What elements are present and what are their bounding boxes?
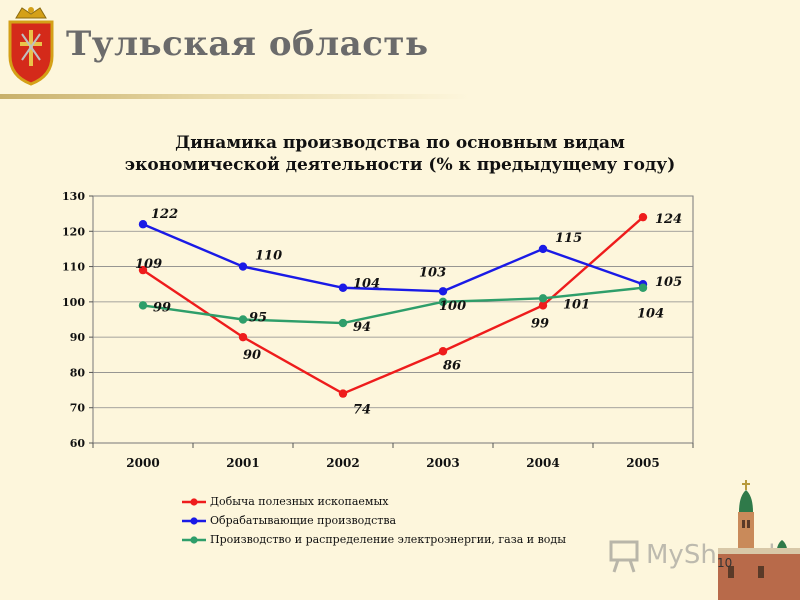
data-label: 104 xyxy=(637,307,664,322)
data-point xyxy=(238,262,248,271)
data-point xyxy=(638,212,648,222)
legend-swatch xyxy=(182,498,206,506)
x-tick-label: 2000 xyxy=(126,456,159,470)
y-tick-label: 120 xyxy=(62,225,85,238)
data-label: 99 xyxy=(531,316,549,331)
data-point xyxy=(338,318,348,328)
legend-label: Производство и распределение электроэнер… xyxy=(210,533,566,546)
data-label: 110 xyxy=(255,249,282,264)
data-point xyxy=(538,294,548,303)
data-point xyxy=(338,389,348,398)
data-label: 105 xyxy=(655,275,682,290)
data-label: 74 xyxy=(353,403,371,418)
data-label: 101 xyxy=(563,297,590,312)
data-label: 99 xyxy=(153,300,171,315)
y-tick-label: 60 xyxy=(70,437,86,450)
data-label: 94 xyxy=(353,320,371,335)
data-point xyxy=(238,315,248,324)
legend-label: Добыча полезных ископаемых xyxy=(210,495,389,508)
data-point xyxy=(238,332,248,342)
data-label: 103 xyxy=(419,265,446,280)
data-label: 122 xyxy=(151,207,178,222)
legend-swatch xyxy=(182,517,206,525)
legend-label: Обрабатывающие производства xyxy=(210,514,397,527)
series-line-2 xyxy=(142,223,644,293)
data-label: 90 xyxy=(243,348,261,363)
series-line-1 xyxy=(142,216,644,395)
tula-coat-of-arms-icon xyxy=(8,7,54,86)
x-tick-label: 2004 xyxy=(526,456,559,470)
data-point xyxy=(138,265,148,275)
y-tick-label: 80 xyxy=(70,366,86,379)
data-point xyxy=(438,347,448,356)
data-point xyxy=(538,301,548,310)
presentation-board-icon xyxy=(609,540,639,573)
header-divider xyxy=(0,94,470,99)
data-point xyxy=(138,301,148,310)
data-label: 109 xyxy=(135,257,162,272)
y-tick-label: 100 xyxy=(62,296,85,309)
data-point xyxy=(138,220,148,229)
data-label: 124 xyxy=(655,212,682,227)
page-number: 10 xyxy=(717,556,733,570)
plot-area xyxy=(92,195,694,444)
series-line-3 xyxy=(142,286,644,325)
data-point xyxy=(438,287,448,296)
data-point xyxy=(538,244,548,254)
x-tick-label: 2001 xyxy=(226,456,259,470)
y-tick-label: 110 xyxy=(62,261,85,274)
chart-title-line-2: экономической деятельности (% к предыдущ… xyxy=(124,155,676,175)
data-point xyxy=(638,283,648,292)
data-point xyxy=(438,297,448,307)
data-label: 100 xyxy=(439,299,466,314)
x-tick-label: 2005 xyxy=(626,456,659,470)
x-tick-label: 2003 xyxy=(426,456,459,470)
church-illustration xyxy=(718,480,800,600)
data-label: 104 xyxy=(353,277,380,292)
y-tick-label: 130 xyxy=(62,190,85,203)
x-tick-label: 2002 xyxy=(326,456,359,470)
chart-title-line-1: Динамика производства по основным видам xyxy=(175,133,625,153)
page-title: Тульская область xyxy=(66,24,429,64)
y-tick-label: 90 xyxy=(70,331,86,344)
data-label: 115 xyxy=(555,231,582,246)
legend-swatch xyxy=(182,536,206,544)
page-header: Тульская область xyxy=(0,0,800,100)
data-label: 86 xyxy=(443,358,461,373)
data-point xyxy=(338,283,348,292)
data-label: 95 xyxy=(249,311,267,326)
y-tick-label: 70 xyxy=(70,402,86,415)
chart-title: Динамика производства по основным видам … xyxy=(100,132,700,176)
